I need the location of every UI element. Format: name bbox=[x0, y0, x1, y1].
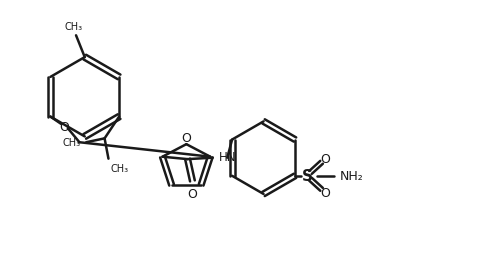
Text: CH₃: CH₃ bbox=[62, 138, 80, 148]
Text: O: O bbox=[60, 120, 69, 133]
Text: O: O bbox=[320, 186, 331, 199]
Text: O: O bbox=[187, 187, 197, 200]
Text: O: O bbox=[320, 153, 331, 166]
Text: O: O bbox=[182, 131, 191, 144]
Text: CH₃: CH₃ bbox=[64, 22, 83, 32]
Text: S: S bbox=[302, 169, 313, 184]
Text: CH₃: CH₃ bbox=[111, 163, 129, 173]
Text: NH₂: NH₂ bbox=[340, 170, 364, 183]
Text: HN: HN bbox=[219, 151, 236, 164]
